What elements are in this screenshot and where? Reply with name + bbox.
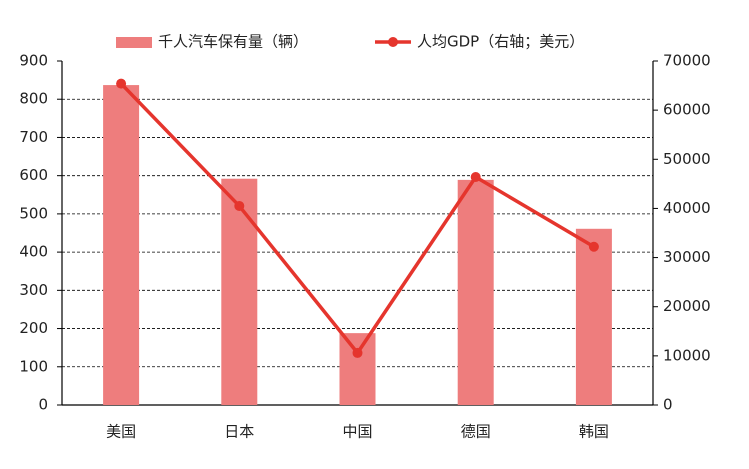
y-tick-label: 200	[19, 319, 48, 337]
y2-tick-label: 70000	[663, 52, 711, 70]
bar	[575, 228, 612, 405]
y2-tick-label: 0	[663, 396, 673, 414]
y2-tick-label: 10000	[663, 346, 711, 364]
x-tick-label: 德国	[461, 423, 491, 441]
legend-label: 千人汽车保有量（辆）	[158, 33, 308, 51]
bar	[103, 85, 140, 405]
y2-tick-label: 40000	[663, 199, 711, 217]
line-point	[234, 200, 245, 211]
x-tick-label: 韩国	[579, 423, 609, 441]
legend-swatch	[388, 37, 398, 47]
y2-tick-label: 30000	[663, 248, 711, 266]
bar	[221, 178, 258, 405]
line	[119, 82, 595, 356]
bar	[339, 333, 376, 405]
y-tick-label: 700	[19, 128, 48, 146]
y-tick-label: 800	[19, 90, 48, 108]
bar	[457, 179, 494, 405]
y-tick-label: 300	[19, 281, 48, 299]
x-tick-label: 美国	[106, 423, 136, 441]
y2-tick-label: 50000	[663, 150, 711, 168]
y-tick-label: 0	[38, 396, 48, 414]
y-tick-label: 500	[19, 204, 48, 222]
line-point	[470, 171, 481, 182]
y-tick-label: 100	[19, 357, 48, 375]
line-point	[588, 241, 599, 252]
legend-label: 人均GDP（右轴；美元）	[417, 33, 584, 51]
y2-tick-label: 60000	[663, 101, 711, 119]
x-tick-label: 日本	[224, 423, 254, 441]
y-tick-label: 400	[19, 243, 48, 261]
y-tick-label: 900	[19, 52, 48, 70]
line-point	[352, 347, 363, 358]
line-point	[116, 78, 127, 89]
y-tick-label: 600	[19, 166, 48, 184]
legend-swatch	[116, 37, 152, 48]
x-tick-label: 中国	[342, 423, 372, 441]
y2-tick-label: 20000	[663, 297, 711, 315]
